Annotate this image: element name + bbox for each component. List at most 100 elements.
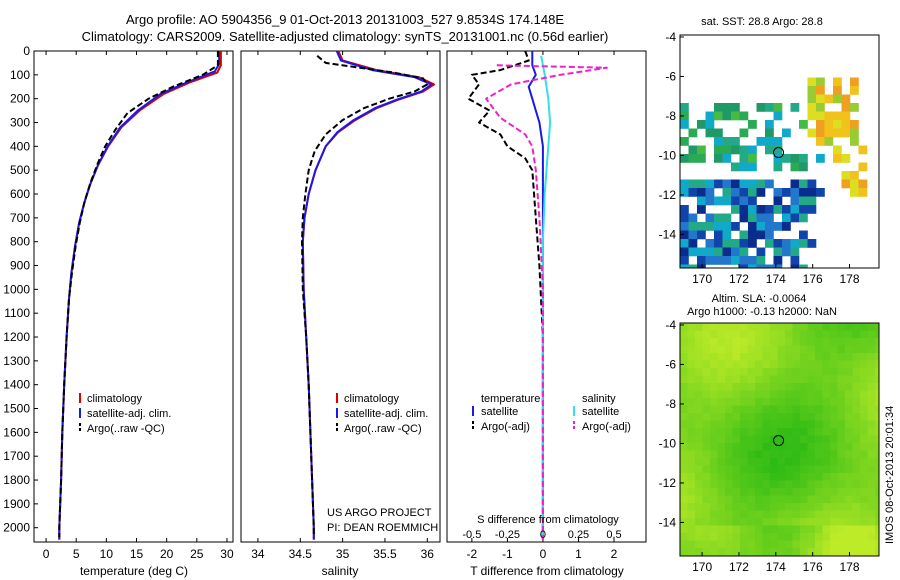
y-tick-label: 700	[10, 211, 30, 225]
sla-cell	[860, 405, 868, 414]
sla-cell	[845, 548, 853, 556]
sla-cell	[777, 435, 786, 444]
sla-cell	[792, 338, 801, 346]
sla-cell	[860, 495, 868, 504]
sla-cell	[800, 458, 808, 466]
sla-cell	[807, 413, 816, 421]
sst-cell	[790, 179, 800, 189]
sst-cell	[790, 188, 800, 197]
sst-cell	[722, 256, 732, 265]
sla-cell	[687, 540, 696, 549]
sla-cell	[815, 450, 823, 459]
sla-cell	[717, 548, 726, 556]
sla-cell	[777, 323, 786, 331]
map-y-tick-label: -8	[665, 109, 676, 123]
sst-cell	[799, 205, 808, 214]
sla-cell	[792, 518, 801, 526]
sla-cell	[875, 503, 879, 511]
sla-cell	[680, 548, 688, 556]
sst-cell	[697, 196, 706, 206]
sla-cell	[740, 465, 748, 474]
sla-cell	[740, 525, 748, 534]
sst-cell	[722, 196, 732, 206]
map-y-tick-label: -14	[659, 515, 677, 529]
sla-cell	[875, 405, 879, 414]
sla-cell	[755, 540, 763, 549]
sst-cell	[790, 239, 800, 248]
sla-cell	[695, 540, 703, 549]
y-tick-label: 300	[10, 116, 30, 130]
x-tick-label: 30	[220, 547, 234, 561]
sla-cell	[747, 345, 756, 354]
sla-cell	[822, 518, 831, 526]
sla-cell	[770, 330, 778, 339]
sst-cell	[807, 128, 817, 138]
sst-map-title: sat. SST: 28.8 Argo: 28.8	[701, 16, 823, 28]
sla-cell	[845, 368, 853, 376]
sst-cell	[680, 247, 689, 257]
sla-cell	[755, 413, 763, 421]
sla-cell	[740, 405, 748, 414]
sla-cell	[815, 533, 823, 541]
sst-cell	[748, 188, 757, 197]
sla-cell	[807, 428, 816, 436]
sst-cell	[731, 162, 740, 172]
sla-cell	[777, 383, 786, 391]
sla-cell	[785, 450, 793, 459]
sla-cell	[732, 330, 741, 339]
temperature-xlabel: temperature (deg C)	[80, 564, 188, 578]
sla-cell	[732, 480, 741, 489]
sla-cell	[837, 525, 846, 534]
legend-argo-label: Argo(..raw -QC)	[87, 423, 165, 435]
sla-cell	[710, 375, 718, 384]
sla-cell	[800, 450, 808, 459]
x-tick-label: 25	[190, 547, 204, 561]
sla-cell	[747, 375, 756, 384]
sla-cell	[710, 420, 718, 429]
sla-cell	[792, 540, 801, 549]
sla-cell	[740, 338, 748, 346]
sst-cell	[816, 86, 825, 95]
sst-cell	[739, 256, 749, 265]
sla-cell	[740, 413, 748, 421]
series-line-s-argo-adj-	[485, 64, 608, 540]
sla-cell	[695, 323, 703, 331]
sst-cell	[697, 256, 706, 265]
sla-cell	[710, 330, 718, 339]
sst-cell	[782, 188, 791, 197]
sla-cell	[725, 480, 733, 489]
sla-cell	[815, 548, 823, 556]
sla-cell	[815, 510, 823, 519]
sst-cell	[697, 120, 706, 129]
map-y-tick-label: -14	[659, 227, 677, 241]
sla-cell	[837, 383, 846, 391]
sla-cell	[725, 465, 733, 474]
sla-cell	[822, 330, 831, 339]
sla-cell	[830, 345, 838, 354]
sla-cell	[777, 473, 786, 481]
sla-cell	[792, 450, 801, 459]
sla-cell	[725, 390, 733, 399]
sla-cell	[747, 480, 756, 489]
sst-cell	[731, 247, 740, 257]
sla-cell	[867, 525, 876, 534]
sla-cell	[867, 503, 876, 511]
sst-cell	[722, 247, 732, 257]
sla-cell	[695, 503, 703, 511]
sla-cell	[740, 480, 748, 489]
sst-cell	[714, 179, 723, 189]
sla-cell	[725, 413, 733, 421]
sla-cell	[702, 510, 711, 519]
sst-cell	[782, 239, 791, 248]
sla-cell	[687, 510, 696, 519]
top-x-tick-label: -0.25	[495, 529, 520, 541]
sla-cell	[875, 375, 879, 384]
sla-cell	[755, 465, 763, 474]
sla-cell	[875, 338, 879, 346]
sla-cell	[747, 353, 756, 361]
sla-cell	[770, 450, 778, 459]
sla-cell	[687, 465, 696, 474]
sla-cell	[785, 413, 793, 421]
sla-cell	[792, 353, 801, 361]
sst-cell	[790, 205, 800, 214]
